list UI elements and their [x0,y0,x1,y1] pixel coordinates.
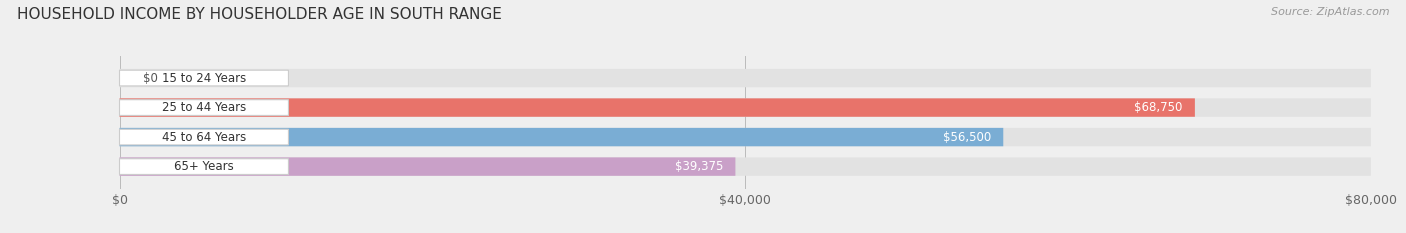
Text: $56,500: $56,500 [942,130,991,144]
FancyBboxPatch shape [120,70,288,86]
FancyBboxPatch shape [120,128,1004,146]
Text: Source: ZipAtlas.com: Source: ZipAtlas.com [1271,7,1389,17]
Text: $39,375: $39,375 [675,160,723,173]
Text: 15 to 24 Years: 15 to 24 Years [162,72,246,85]
Text: 25 to 44 Years: 25 to 44 Years [162,101,246,114]
FancyBboxPatch shape [120,129,288,145]
FancyBboxPatch shape [120,159,288,175]
FancyBboxPatch shape [120,157,1371,176]
FancyBboxPatch shape [120,98,1371,117]
Text: HOUSEHOLD INCOME BY HOUSEHOLDER AGE IN SOUTH RANGE: HOUSEHOLD INCOME BY HOUSEHOLDER AGE IN S… [17,7,502,22]
Text: 65+ Years: 65+ Years [174,160,233,173]
FancyBboxPatch shape [120,69,1371,87]
FancyBboxPatch shape [120,128,1371,146]
Text: $0: $0 [143,72,157,85]
Text: $68,750: $68,750 [1135,101,1182,114]
FancyBboxPatch shape [120,100,288,115]
FancyBboxPatch shape [120,98,1195,117]
Text: 45 to 64 Years: 45 to 64 Years [162,130,246,144]
FancyBboxPatch shape [120,157,735,176]
